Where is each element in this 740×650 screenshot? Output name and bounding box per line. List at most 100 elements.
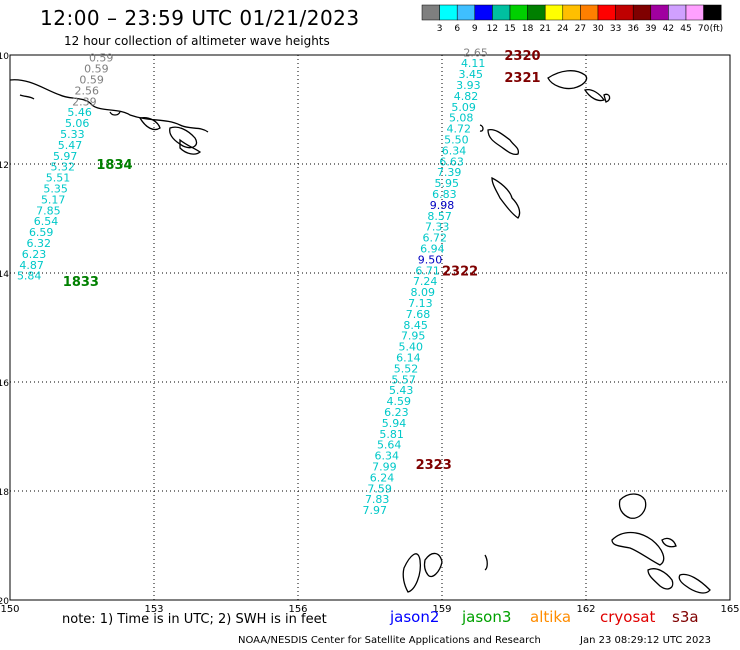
legend-tick-label: 27 <box>575 24 586 34</box>
wave-height-label: 7.33 <box>425 221 450 234</box>
lon-tick-label: 162 <box>576 604 595 615</box>
wave-height-label: 5.08 <box>449 112 474 125</box>
pass-time-label: 1834 <box>96 158 132 173</box>
wave-height-label: 6.71 <box>415 264 440 277</box>
wave-height-label: 5.52 <box>394 362 419 375</box>
coastline-guam-west <box>9 79 209 133</box>
pass-time-label: 2321 <box>504 71 540 86</box>
pass-time-label: 1833 <box>63 275 99 290</box>
wave-height-label: 4.59 <box>387 395 412 408</box>
axis-ticks: 150 153 156 159 162 165 10 12 14 16 18 20 <box>0 52 740 615</box>
wave-height-label: 7.59 <box>367 482 392 495</box>
wave-height-label: 6.83 <box>432 188 457 201</box>
lon-tick-label: 150 <box>0 604 19 615</box>
wave-height-label: 4.72 <box>447 123 472 136</box>
wave-height-label: 6.14 <box>396 351 421 364</box>
coastline-sw-3 <box>484 554 488 571</box>
wave-height-label: 8.09 <box>411 286 436 299</box>
track-layer: 0.590.590.592.562.395.465.065.335.475.97… <box>17 46 488 517</box>
grid-lines <box>10 55 730 600</box>
satellite-s3a: s3a <box>672 608 699 626</box>
wave-height-label: 6.34 <box>442 144 467 157</box>
wave-height-label: 5.94 <box>382 417 407 430</box>
lat-tick-label: 10 <box>0 52 9 62</box>
page-subtitle: 12 hour collection of altimeter wave hei… <box>64 34 330 48</box>
satellite-altika: altika <box>530 608 572 626</box>
wave-height-label: 3.93 <box>456 79 481 92</box>
wave-height-label: 5.47 <box>58 139 83 152</box>
wave-height-label: 5.46 <box>67 106 92 119</box>
wave-height-label: 8.45 <box>403 319 428 332</box>
legend-tick-label: 36 <box>627 24 639 34</box>
lon-tick-label: 156 <box>288 604 307 615</box>
wave-height-label: 0.59 <box>84 63 109 76</box>
wave-height-label: 5.35 <box>43 183 68 196</box>
wave-height-label: 7.39 <box>437 166 462 179</box>
legend-tick-label: 21 <box>539 24 550 34</box>
legend-tick-label: 39 <box>645 24 657 34</box>
wave-height-label: 6.23 <box>22 248 47 261</box>
legend-tick-label: 18 <box>522 24 534 34</box>
wave-height-label: 9.50 <box>418 253 443 266</box>
wave-height-label: 6.72 <box>423 232 448 245</box>
coastline-bit-2 <box>109 111 121 116</box>
coastline-island-c <box>138 116 161 131</box>
wave-height-label: 4.11 <box>461 57 486 70</box>
pass-time-label: 2323 <box>416 458 452 473</box>
wave-height-label: 7.85 <box>36 204 61 217</box>
pass-time-label: 2322 <box>442 264 478 279</box>
lat-tick-label: 16 <box>0 379 9 389</box>
lon-tick-label: 153 <box>144 604 163 615</box>
legend-tick-label: 3 <box>437 24 443 34</box>
coastline-bit-1 <box>19 94 35 100</box>
wave-height-label: 7.95 <box>401 330 426 343</box>
page-title: 12:00 – 23:59 UTC 01/21/2023 <box>40 6 360 30</box>
map-frame <box>9 54 731 601</box>
lon-tick-label: 159 <box>432 604 451 615</box>
satellite-jason2: jason2 <box>390 608 440 626</box>
wave-height-label: 7.24 <box>413 275 438 288</box>
wave-height-label: 5.32 <box>51 161 76 174</box>
pass-time-layer: 1834 1833 2320 2321 2322 2323 <box>63 49 541 473</box>
coastline-island-a <box>169 126 198 149</box>
wave-height-label: 5.17 <box>41 193 66 206</box>
wave-height-label: 3.45 <box>459 68 484 81</box>
wave-height-label: 5.33 <box>60 128 85 141</box>
wave-height-label: 6.63 <box>439 155 464 168</box>
pass-time-label: 2320 <box>504 49 540 64</box>
coastline-se-4 <box>678 573 711 594</box>
legend-tick-label: 15 <box>504 24 515 34</box>
lat-tick-label: 14 <box>0 270 9 280</box>
wave-height-label: 0.59 <box>79 74 104 87</box>
jason3-track: 0.590.590.592.562.395.465.065.335.475.97… <box>17 52 114 283</box>
wave-height-label: 7.83 <box>365 493 390 506</box>
wave-height-label: 0.59 <box>89 52 114 65</box>
wave-height-label: 5.09 <box>451 101 476 114</box>
wave-height-label: 5.95 <box>435 177 460 190</box>
coastline-sw-1 <box>402 553 421 593</box>
wave-height-label: 6.34 <box>375 450 400 463</box>
legend-tick-label: 12 <box>487 24 498 34</box>
wave-height-label: 5.57 <box>391 373 416 386</box>
wave-height-label: 4.82 <box>454 90 479 103</box>
legend-tick-label: 9 <box>472 24 478 34</box>
wave-height-label: 7.97 <box>363 504 388 517</box>
wave-height-label: 7.68 <box>406 308 431 321</box>
coastline-ne-2 <box>583 88 606 102</box>
wave-height-label: 6.94 <box>420 242 445 255</box>
coastline-se-5 <box>661 537 677 548</box>
footnote: note: 1) Time is in UTC; 2) SWH is in fe… <box>62 612 327 627</box>
wave-height-label: 2.39 <box>72 95 97 108</box>
lat-tick-label: 20 <box>0 597 9 607</box>
wave-height-label: 6.24 <box>370 471 395 484</box>
generated-timestamp: Jan 23 08:29:12 UTC 2023 <box>580 635 712 646</box>
legend-tick-label: 33 <box>610 24 621 34</box>
coastline-island-b <box>179 138 202 155</box>
coastline-sw-2 <box>423 552 443 578</box>
wave-height-label: 5.50 <box>444 133 469 146</box>
wave-height-label: 5.84 <box>17 270 42 283</box>
legend-swatch <box>703 4 722 21</box>
cryosat-track: 2.654.113.453.934.825.095.084.725.506.34… <box>363 46 488 517</box>
legend-unit: (ft) <box>710 24 724 34</box>
